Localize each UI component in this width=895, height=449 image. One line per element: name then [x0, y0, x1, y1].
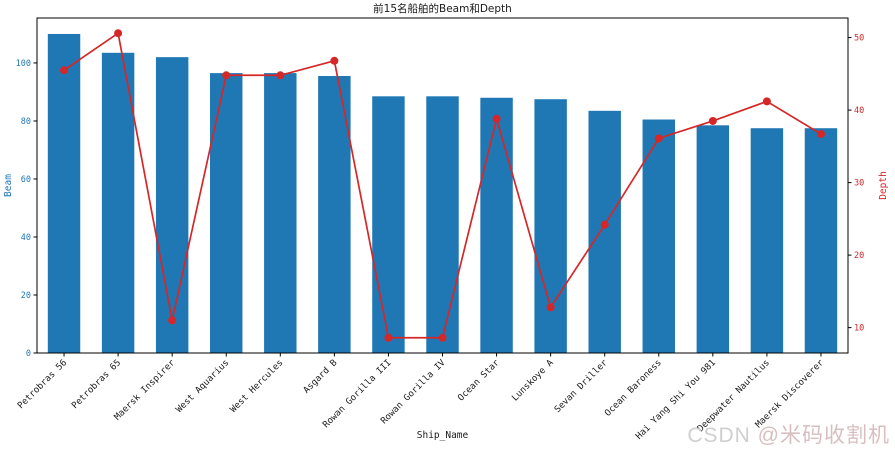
depth-marker-Hai Yang Shi You 981	[708, 116, 717, 125]
right-tick-label: 50	[854, 34, 864, 44]
right-tick-label: 10	[854, 324, 864, 334]
x-tick-label: Petrobras 56	[16, 358, 69, 411]
depth-marker-Petrobras 65	[114, 29, 123, 38]
depth-marker-Rowan Gorilla IV	[438, 333, 447, 342]
right-axis-label: Depth	[878, 171, 889, 200]
bar-Maersk Discoverer	[804, 128, 838, 353]
x-tick-label: Lunskoye A	[510, 358, 556, 404]
x-tick-label: Petrobras 65	[70, 358, 123, 411]
bar-Petrobras 65	[101, 52, 135, 353]
left-tick-label: 80	[21, 117, 31, 127]
right-tick-label: 30	[854, 179, 864, 189]
bar-Ocean Star	[480, 97, 513, 353]
bar-Asgard B	[318, 76, 351, 353]
left-axis-label: Beam	[3, 174, 14, 197]
x-tick-label: Ocean Baroness	[603, 358, 664, 419]
depth-marker-Lunskoye A	[546, 303, 555, 312]
watermark-brand: CSDN	[687, 424, 758, 447]
bar-Rowan Gorilla IV	[426, 96, 459, 353]
bar-Petrobras 56	[47, 33, 81, 353]
x-axis-label: Ship_Name	[417, 430, 469, 441]
x-tick-label: Sevan Driller	[553, 358, 610, 415]
x-tick-label: West Hercules	[229, 358, 286, 415]
bar-Rowan Gorilla III	[372, 96, 405, 353]
x-tick-label: Asgard B	[302, 358, 340, 396]
depth-marker-Rowan Gorilla III	[384, 333, 393, 342]
left-tick-label: 40	[21, 233, 31, 243]
right-tick-label: 40	[854, 106, 864, 116]
depth-marker-West Hercules	[276, 71, 285, 80]
depth-marker-Maersk Discoverer	[816, 130, 825, 139]
depth-marker-Ocean Star	[492, 114, 501, 123]
depth-marker-Ocean Baroness	[654, 134, 663, 143]
x-tick-label: West Aquarius	[174, 358, 231, 415]
depth-marker-West Aquarius	[222, 71, 231, 80]
left-tick-label: 60	[21, 175, 31, 185]
bar-Maersk Inspirer	[155, 57, 189, 353]
bar-Hai Yang Shi You 981	[696, 125, 730, 354]
watermark: CSDN @米码收割机	[687, 419, 890, 449]
bar-Deepwater Nautilus	[750, 128, 784, 353]
watermark-user: @米码收割机	[757, 424, 890, 447]
depth-marker-Sevan Driller	[600, 220, 609, 229]
bar-Sevan Driller	[588, 110, 621, 354]
depth-marker-Petrobras 56	[60, 66, 69, 75]
x-tick-label: Maersk Inspirer	[113, 358, 178, 423]
left-tick-label: 100	[16, 59, 31, 69]
left-tick-label: 0	[26, 349, 31, 359]
bar-Lunskoye A	[534, 99, 567, 353]
bar-West Aquarius	[210, 73, 243, 354]
depth-marker-Deepwater Nautilus	[762, 97, 771, 106]
depth-marker-Asgard B	[330, 56, 339, 65]
right-tick-label: 20	[854, 251, 864, 261]
x-tick-label: Ocean Star	[456, 358, 502, 404]
depth-marker-Maersk Inspirer	[168, 316, 177, 325]
chart-title: 前15名船舶的Beam和Depth	[373, 2, 512, 15]
left-tick-label: 20	[21, 291, 31, 301]
bar-Ocean Baroness	[642, 119, 675, 353]
bar-West Hercules	[264, 73, 297, 354]
